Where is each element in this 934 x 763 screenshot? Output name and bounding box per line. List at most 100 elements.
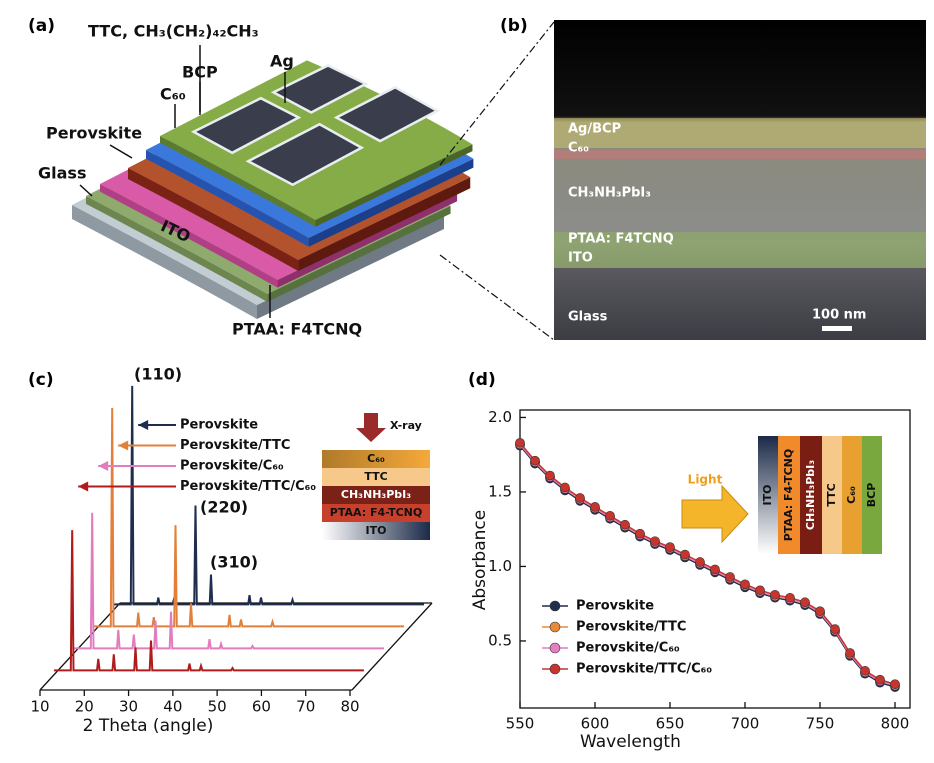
inset-layer: CH₃NH₃PbI₃	[804, 460, 817, 530]
x-tick-label: 70	[296, 698, 315, 716]
plot-frame	[519, 409, 911, 709]
legend-label: Perovskite/TTC/C₆₀	[180, 479, 316, 494]
legend-arrow-head	[78, 481, 89, 492]
y-tick-label: 1.5	[488, 482, 512, 500]
data-point	[545, 470, 555, 481]
legend-arrow-head	[118, 440, 129, 451]
x-tick-label: 60	[252, 698, 271, 716]
inset-layer: TTC	[825, 483, 838, 506]
inset-layer: PTAA: F4-TCNQ	[782, 449, 795, 541]
legend-label: Perovskite	[576, 599, 654, 614]
data-point	[815, 606, 825, 616]
inset-source: X-ray	[390, 419, 422, 432]
device-label: Glass	[38, 164, 86, 183]
data-point	[725, 572, 735, 582]
y-tick-label: 2.0	[488, 408, 512, 426]
device-label: C₆₀	[160, 85, 186, 104]
data-point	[560, 482, 570, 493]
xrd-curve	[74, 512, 384, 650]
light-inset	[681, 436, 882, 554]
data-point	[800, 597, 810, 608]
panel-label: (a)	[28, 16, 55, 36]
x-tick-label: 10	[30, 698, 49, 716]
x-axis-label: Wavelength	[580, 732, 681, 752]
data-point	[785, 592, 795, 603]
data-point	[590, 502, 600, 512]
zoom-lines	[439, 21, 555, 341]
xrd-frame	[39, 602, 433, 691]
inset-layer: TTC	[364, 470, 387, 483]
leader-lines	[79, 45, 286, 318]
peak-label: (220)	[200, 498, 248, 517]
data-point	[860, 665, 870, 676]
data-point	[875, 674, 885, 685]
x-tick-label: 20	[75, 698, 94, 716]
xrd-curve	[94, 407, 404, 628]
sem-label: CH₃NH₃PbI₃	[568, 186, 651, 201]
y-axis-label: Absorbance	[470, 510, 490, 610]
sem-label: C₆₀	[568, 141, 589, 156]
data-point	[635, 528, 645, 539]
device-label: BCP	[182, 63, 218, 82]
data-point	[605, 510, 615, 521]
peak-label: (110)	[134, 365, 182, 384]
data-point	[515, 437, 525, 448]
device-illustration	[72, 45, 474, 319]
legend-label: Perovskite/TTC/C₆₀	[576, 662, 712, 677]
inset-layer: PTAA: F4-TCNQ	[330, 506, 422, 519]
device-label: TTC, CH₃(CH₂)₄₂CH₃	[88, 22, 259, 41]
data-point	[665, 542, 675, 552]
sem-label: PTAA: F4TCNQ	[568, 232, 674, 247]
legend-label: Perovskite	[180, 418, 258, 433]
x-axis-label: 2 Theta (angle)	[83, 716, 214, 736]
sem-label: Glass	[568, 310, 608, 325]
sem-label: Ag/BCP	[568, 122, 621, 137]
x-tick-label: 30	[119, 698, 138, 716]
y-tick-label: 0.5	[488, 631, 512, 649]
data-point	[770, 589, 780, 600]
data-point	[695, 557, 705, 567]
x-tick-label: 650	[656, 715, 685, 733]
sem-label: ITO	[568, 251, 593, 266]
legend-arrow-head	[138, 420, 149, 430]
data-point	[680, 549, 690, 560]
data-point	[710, 564, 720, 575]
data-point	[620, 519, 630, 530]
sem-image	[554, 20, 926, 340]
x-tick-label: 800	[881, 715, 910, 733]
device-label: Perovskite	[46, 124, 142, 143]
legend-label: Perovskite/C₆₀	[576, 641, 680, 656]
data-point	[575, 493, 585, 503]
panel-label: (b)	[500, 16, 528, 36]
x-tick-label: 80	[340, 698, 359, 716]
peak-label: (310)	[210, 553, 258, 572]
top-layer	[160, 60, 473, 227]
data-point	[830, 624, 840, 634]
data-point	[740, 579, 750, 590]
data-point	[845, 648, 855, 658]
inset-layer: ITO	[761, 485, 774, 506]
legend-marker	[549, 600, 561, 612]
inset-layer: CH₃NH₃PbI₃	[341, 488, 411, 501]
legend-label: Perovskite/TTC	[180, 438, 290, 453]
inset-layer: ITO	[366, 524, 387, 537]
xray-inset	[322, 413, 430, 540]
device-label: Ag	[270, 52, 294, 71]
x-tick-label: 700	[731, 715, 760, 733]
x-tick-label: 600	[581, 715, 610, 733]
legend-marker	[549, 642, 561, 654]
inset-source: Light	[688, 473, 723, 487]
x-tick-label: 50	[208, 698, 227, 716]
legend-marker	[549, 621, 561, 633]
scale-bar-label: 100 nm	[812, 308, 866, 323]
legend-label: Perovskite/C₆₀	[180, 459, 284, 474]
legend-label: Perovskite/TTC	[576, 620, 686, 635]
x-tick-label: 550	[506, 715, 535, 733]
data-point	[530, 455, 540, 466]
panel-label: (d)	[468, 370, 496, 390]
device-label: PTAA: F4TCNQ	[232, 320, 362, 339]
panel-label: (c)	[28, 370, 54, 390]
xrd-curve	[54, 530, 364, 672]
x-tick-label: 750	[806, 715, 835, 733]
